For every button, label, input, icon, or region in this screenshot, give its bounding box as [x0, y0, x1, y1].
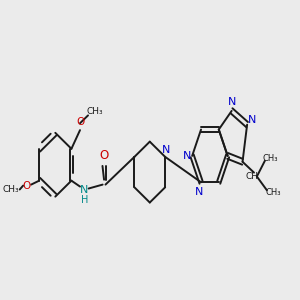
- Text: CH₃: CH₃: [86, 107, 103, 116]
- Text: O: O: [77, 117, 85, 127]
- Text: N: N: [183, 151, 191, 161]
- Text: H: H: [81, 195, 88, 205]
- Text: CH₃: CH₃: [266, 188, 281, 197]
- Text: O: O: [99, 149, 109, 162]
- Text: O: O: [23, 181, 31, 190]
- Text: CH: CH: [245, 172, 258, 181]
- Text: N: N: [194, 187, 203, 197]
- Text: N: N: [162, 145, 170, 154]
- Text: N: N: [227, 97, 236, 107]
- Text: N: N: [80, 184, 88, 194]
- Text: CH₃: CH₃: [263, 154, 278, 163]
- Text: N: N: [248, 115, 256, 125]
- Text: CH₃: CH₃: [3, 185, 20, 194]
